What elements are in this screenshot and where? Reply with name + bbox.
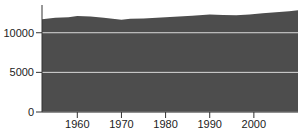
svg-text:1980: 1980 [153,118,177,130]
svg-text:0: 0 [28,106,34,118]
svg-text:1990: 1990 [197,118,221,130]
svg-text:1960: 1960 [65,118,89,130]
svg-text:5000: 5000 [10,66,34,78]
svg-text:10000: 10000 [8,27,34,39]
svg-text:1970: 1970 [109,118,133,130]
svg-text:2000: 2000 [242,118,266,130]
